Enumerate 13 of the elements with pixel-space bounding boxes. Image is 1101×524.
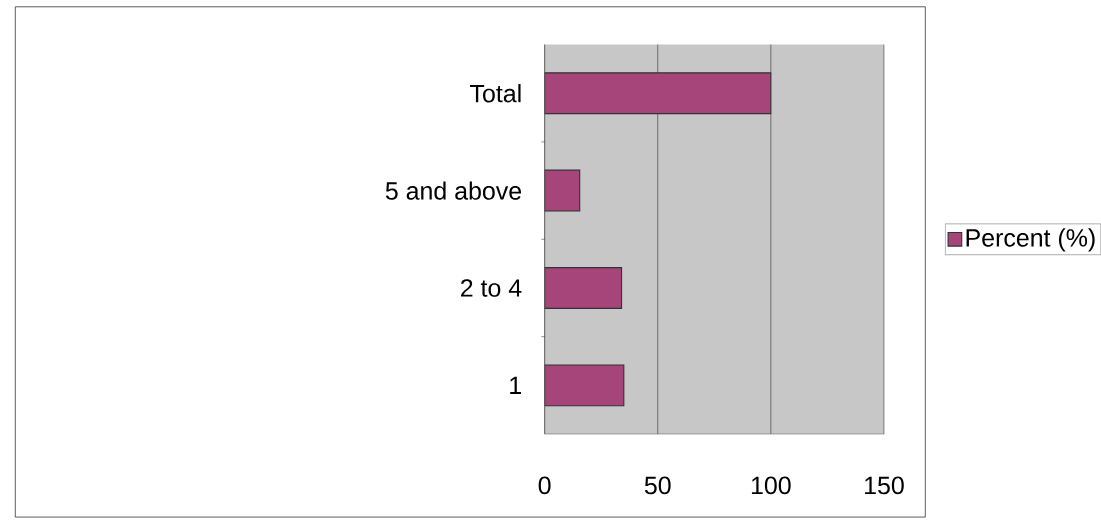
x-tick-label: 50 — [644, 476, 671, 495]
x-tick-label: 100 — [751, 476, 791, 495]
x-tick-label: 150 — [865, 476, 904, 495]
bar — [544, 72, 772, 115]
bar — [544, 169, 581, 212]
bar — [544, 267, 623, 310]
bar — [544, 364, 625, 407]
y-tick-label: 1 — [510, 376, 521, 394]
y-tick-label: 2 to 4 — [461, 279, 522, 297]
y-tick-label: Total — [470, 84, 521, 103]
y-tick-label: 5 and above — [385, 181, 522, 200]
legend-label: Percent (%) — [966, 228, 1095, 252]
x-tick-label: 0 — [538, 476, 551, 495]
